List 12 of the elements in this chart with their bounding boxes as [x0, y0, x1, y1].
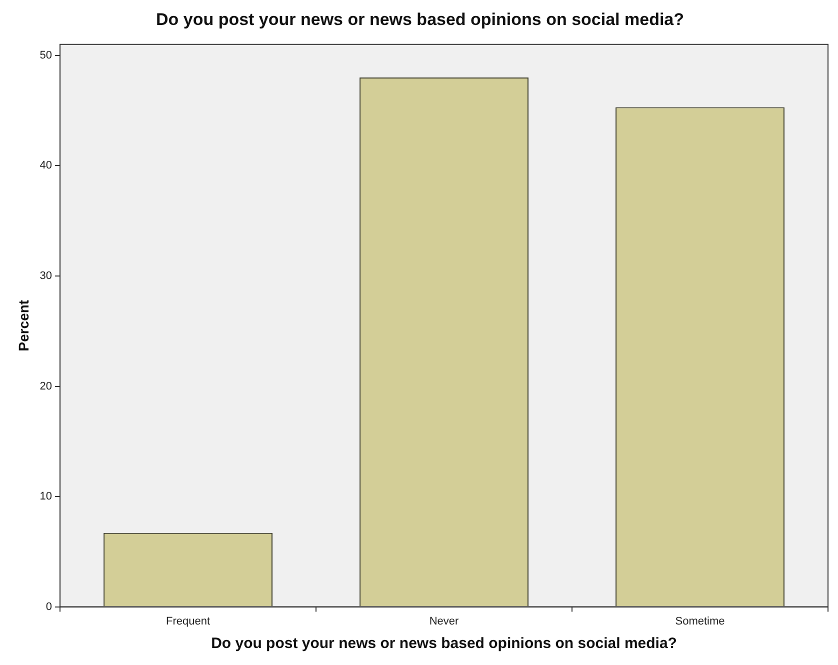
- y-tick-label: 50: [40, 49, 52, 62]
- y-tick-label: 40: [40, 160, 52, 172]
- y-tick-label: 20: [40, 380, 52, 392]
- y-tick-label: 30: [40, 270, 52, 282]
- y-tick-label: 10: [40, 490, 52, 503]
- x-tick-label: Frequent: [166, 615, 210, 628]
- x-tick-label: Never: [429, 615, 460, 628]
- y-tick-label: 0: [46, 600, 52, 613]
- chart-title: Do you post your news or news based opinions on social media?: [156, 10, 684, 29]
- x-axis-title: Do you post your news or news based opinions on social media?: [211, 635, 677, 652]
- y-axis-title: Percent: [15, 300, 32, 352]
- x-tick-label: Sometime: [675, 615, 725, 628]
